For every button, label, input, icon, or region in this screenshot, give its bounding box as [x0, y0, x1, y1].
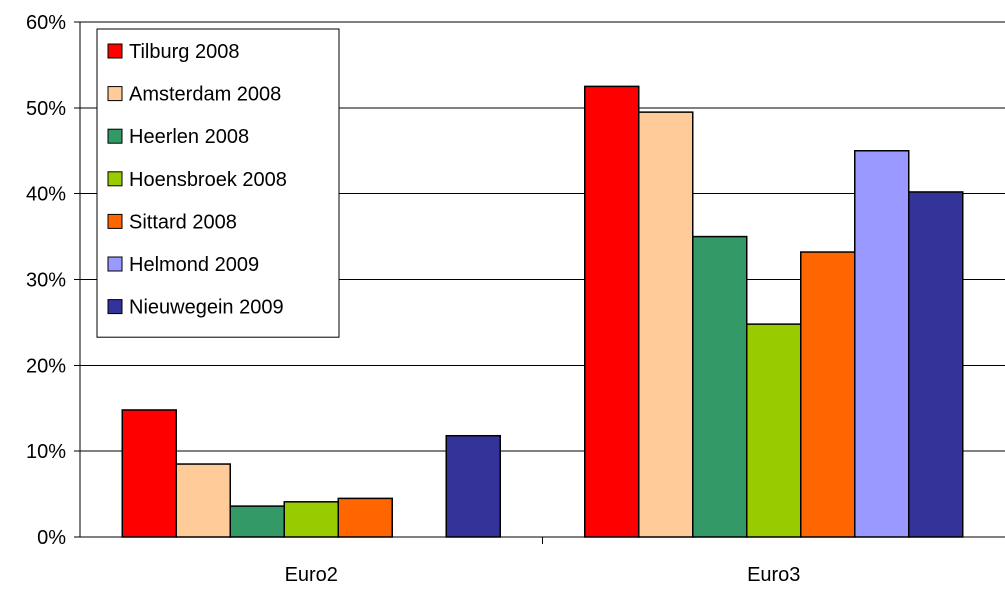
x-tick-label: Euro3 [747, 564, 800, 586]
legend-label: Heerlen 2008 [129, 126, 249, 148]
y-tick-label: 0% [37, 527, 66, 549]
legend-swatch [107, 299, 123, 315]
bar [584, 85, 640, 538]
y-tick-label: 30% [26, 270, 66, 292]
y-tick-label: 20% [26, 355, 66, 377]
legend-swatch [107, 171, 123, 187]
bar [854, 150, 910, 538]
legend-swatch [107, 128, 123, 144]
legend-label: Amsterdam 2008 [129, 84, 281, 106]
bar [337, 497, 393, 538]
legend-label: Hoensbroek 2008 [129, 169, 287, 191]
legend: Tilburg 2008 Amsterdam 2008 Heerlen 2008 Ho… [96, 28, 340, 338]
tick-labels: 0% 10% 20% 30% 40% 50% 60% Euro2 Euro3 [26, 12, 800, 586]
bar [283, 501, 339, 538]
bar [746, 323, 802, 538]
y-tick-label: 60% [26, 12, 66, 34]
legend-swatch [107, 86, 123, 102]
legend-swatch [107, 256, 123, 272]
bar [121, 409, 177, 538]
axes [74, 21, 1005, 544]
bar [692, 235, 748, 538]
y-tick-label: 50% [26, 98, 66, 120]
legend-label: Helmond 2009 [129, 254, 259, 276]
legend-swatch [107, 43, 123, 59]
y-tick-label: 40% [26, 184, 66, 206]
x-tick-label: Euro2 [285, 564, 338, 586]
legend-label: Tilburg 2008 [129, 41, 239, 63]
legend-swatch [107, 213, 123, 229]
legend-box [96, 28, 340, 338]
bar [800, 251, 856, 538]
bar [638, 111, 694, 538]
bar [445, 434, 501, 538]
bar [908, 191, 964, 538]
bar [229, 505, 285, 538]
y-tick-label: 10% [26, 441, 66, 463]
legend-label: Sittard 2008 [129, 211, 237, 233]
legend-label: Nieuwegein 2009 [129, 297, 284, 319]
bar [175, 463, 231, 538]
bars [121, 85, 964, 538]
